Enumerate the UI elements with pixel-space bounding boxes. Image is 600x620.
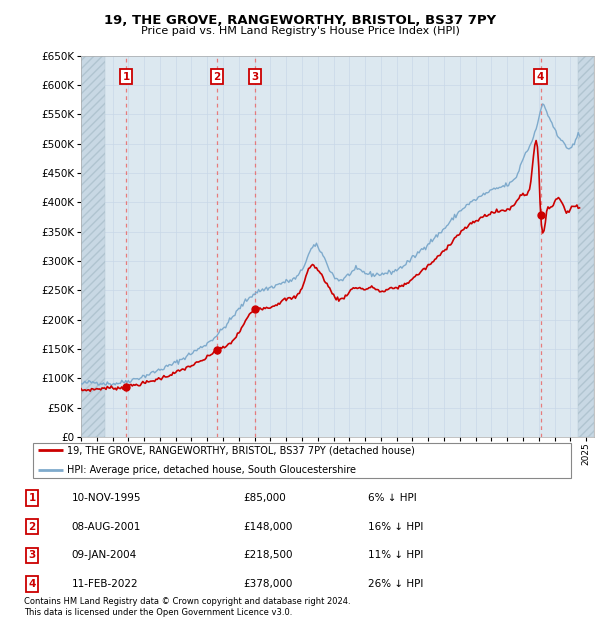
Text: 3: 3: [251, 72, 259, 82]
Text: 10-NOV-1995: 10-NOV-1995: [71, 493, 141, 503]
Text: £218,500: £218,500: [244, 551, 293, 560]
Text: £148,000: £148,000: [244, 521, 293, 531]
Text: £378,000: £378,000: [244, 579, 293, 589]
Text: 19, THE GROVE, RANGEWORTHY, BRISTOL, BS37 7PY: 19, THE GROVE, RANGEWORTHY, BRISTOL, BS3…: [104, 14, 496, 27]
Text: 11% ↓ HPI: 11% ↓ HPI: [368, 551, 423, 560]
Text: 2: 2: [213, 72, 220, 82]
Text: 4: 4: [537, 72, 544, 82]
Bar: [81, 56, 104, 437]
FancyBboxPatch shape: [33, 443, 571, 479]
Text: Contains HM Land Registry data © Crown copyright and database right 2024.: Contains HM Land Registry data © Crown c…: [24, 597, 350, 606]
Text: 1: 1: [122, 72, 130, 82]
Text: 19, THE GROVE, RANGEWORTHY, BRISTOL, BS37 7PY (detached house): 19, THE GROVE, RANGEWORTHY, BRISTOL, BS3…: [67, 445, 415, 455]
Text: 3: 3: [28, 551, 36, 560]
Text: This data is licensed under the Open Government Licence v3.0.: This data is licensed under the Open Gov…: [24, 608, 292, 617]
Text: 4: 4: [28, 579, 36, 589]
Text: 1: 1: [28, 493, 36, 503]
Text: 6% ↓ HPI: 6% ↓ HPI: [368, 493, 416, 503]
Text: £85,000: £85,000: [244, 493, 286, 503]
Bar: [578, 56, 594, 437]
Text: Price paid vs. HM Land Registry's House Price Index (HPI): Price paid vs. HM Land Registry's House …: [140, 26, 460, 36]
Text: 16% ↓ HPI: 16% ↓ HPI: [368, 521, 423, 531]
Text: 08-AUG-2001: 08-AUG-2001: [71, 521, 141, 531]
Text: 11-FEB-2022: 11-FEB-2022: [71, 579, 138, 589]
Text: 09-JAN-2004: 09-JAN-2004: [71, 551, 137, 560]
Text: 2: 2: [28, 521, 36, 531]
Text: 26% ↓ HPI: 26% ↓ HPI: [368, 579, 423, 589]
Text: HPI: Average price, detached house, South Gloucestershire: HPI: Average price, detached house, Sout…: [67, 466, 356, 476]
